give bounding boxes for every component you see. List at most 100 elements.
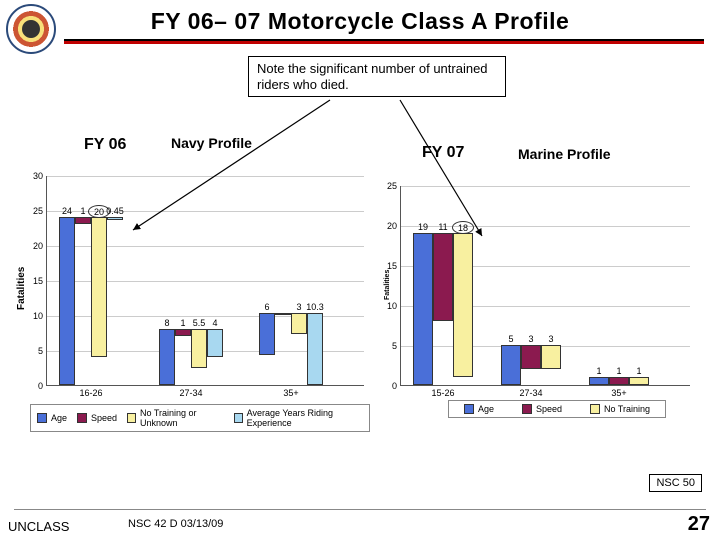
legend-label: Age	[478, 404, 494, 414]
x-tick: 16-26	[79, 385, 102, 398]
legend-swatch	[127, 413, 136, 423]
bar-value-label: 3	[296, 302, 301, 314]
bar-group: 191118	[413, 233, 473, 385]
bar: 5.5	[191, 329, 207, 368]
gridline	[401, 186, 690, 187]
bar-value-label: 6	[264, 302, 269, 314]
x-tick: 27-34	[179, 385, 202, 398]
legend-label: Speed	[91, 413, 117, 423]
bar	[275, 313, 291, 315]
bar-value-label: 1	[616, 366, 621, 378]
legend-item: Speed	[522, 404, 562, 414]
y-tick: 15	[33, 276, 47, 286]
bar-value-label: 5.5	[193, 318, 206, 330]
y-tick: 20	[33, 241, 47, 251]
legend-label: Average Years Riding Experience	[247, 408, 363, 428]
bar-group: 815.54	[159, 329, 223, 385]
bar: 8	[159, 329, 175, 385]
note-callout: Note the significant number of untrained…	[248, 56, 506, 97]
marine-chart: 051015202519111815-2653327-3411135+	[400, 186, 690, 386]
x-tick: 35+	[283, 385, 298, 398]
bar-value-label: 3	[528, 334, 533, 346]
bar: 1	[629, 377, 649, 385]
y-tick: 30	[33, 171, 47, 181]
bar-value-label: 8	[164, 318, 169, 330]
y-tick: 0	[38, 381, 47, 391]
marine-legend: Age Speed No Training	[448, 400, 666, 418]
classification-label: UNCLASS	[8, 519, 69, 534]
bar-group: 111	[589, 377, 649, 385]
bar-value-label: 1	[180, 318, 185, 330]
x-tick: 15-26	[431, 385, 454, 398]
navy-chart: 051015202530241200.4516-26815.5427-34631…	[46, 176, 364, 386]
legend-swatch	[37, 413, 47, 423]
bar: 1	[175, 329, 191, 336]
y-tick: 25	[33, 206, 47, 216]
legend-item: No Training	[590, 404, 650, 414]
bar: 10.3	[307, 313, 323, 385]
footer-rule	[14, 509, 706, 510]
chart-right-ylabel: Fatalities	[384, 270, 391, 300]
bar: 3	[521, 345, 541, 369]
y-tick: 25	[387, 181, 401, 191]
legend-label: Age	[51, 413, 67, 423]
legend-swatch	[234, 413, 243, 423]
legend-label: No Training	[604, 404, 650, 414]
navy-profile-title: Navy Profile	[171, 135, 252, 151]
fy07-label: FY 07	[422, 144, 464, 162]
title-rule	[64, 39, 704, 44]
bar-value-label: 1	[636, 366, 641, 378]
bar: 19	[413, 233, 433, 385]
y-tick: 15	[387, 261, 401, 271]
bar-value-label: 11	[438, 222, 447, 234]
legend-swatch	[77, 413, 87, 423]
bar: 1	[75, 217, 91, 224]
bar-value-label: 1	[80, 206, 85, 218]
bar-value-label: 18	[452, 221, 474, 234]
bar: 3	[291, 313, 307, 334]
y-tick: 10	[33, 311, 47, 321]
bar-value-label: 5	[508, 334, 513, 346]
bar-value-label: 19	[418, 222, 428, 234]
bar: 3	[541, 345, 561, 369]
bar: 24	[59, 217, 75, 385]
navy-legend: Age Speed No Training or Unknown Average Ye…	[30, 404, 370, 432]
bar: 18	[453, 233, 473, 377]
legend-label: No Training or Unknown	[140, 408, 224, 428]
chart-left-ylabel: Fatalities	[16, 267, 27, 310]
y-tick: 10	[387, 301, 401, 311]
bar-group: 241200.45	[59, 217, 123, 385]
document-id: NSC 42 D 03/13/09	[128, 518, 223, 530]
legend-item: Average Years Riding Experience	[234, 408, 363, 428]
legend-item: No Training or Unknown	[127, 408, 224, 428]
x-tick: 27-34	[519, 385, 542, 398]
bar: 4	[207, 329, 223, 357]
nsc50-box: NSC 50	[649, 474, 702, 492]
legend-swatch	[590, 404, 600, 414]
y-tick: 5	[392, 341, 401, 351]
bar-value-label: 3	[548, 334, 553, 346]
bar: 20	[91, 217, 107, 357]
bar: 1	[589, 377, 609, 385]
bar-group: 533	[501, 345, 561, 385]
fy06-label: FY 06	[84, 136, 126, 154]
page-number: 27	[688, 513, 710, 536]
bar: 1	[609, 377, 629, 385]
bar-value-label: 24	[62, 206, 72, 218]
legend-swatch	[522, 404, 532, 414]
nsc-logo	[6, 4, 56, 54]
bar: 5	[501, 345, 521, 385]
bar-value-label: 10.3	[306, 302, 324, 314]
bar: 0.45	[107, 217, 123, 220]
marine-profile-title: Marine Profile	[518, 146, 611, 162]
legend-item: Speed	[77, 408, 117, 428]
y-tick: 5	[38, 346, 47, 356]
page-title: FY 06– 07 Motorcycle Class A Profile	[0, 8, 720, 39]
legend-item: Age	[37, 408, 67, 428]
legend-swatch	[464, 404, 474, 414]
bar-group: 6310.3	[259, 313, 323, 385]
bar: 11	[433, 233, 453, 321]
y-tick: 0	[392, 381, 401, 391]
bar: 6	[259, 313, 275, 355]
bar-value-label: 0.45	[106, 206, 124, 218]
